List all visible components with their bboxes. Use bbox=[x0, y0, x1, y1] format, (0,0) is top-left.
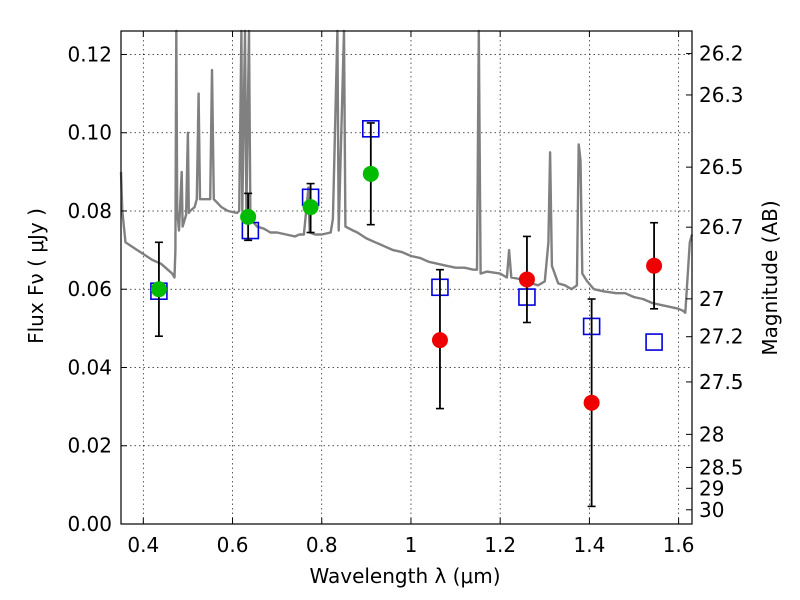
y-tick-label: 0.10 bbox=[67, 121, 112, 145]
x-tick-label: 1.2 bbox=[484, 533, 516, 557]
red-data-point bbox=[583, 394, 600, 411]
green-data-point bbox=[362, 165, 379, 182]
right-tick-label: 30 bbox=[699, 498, 724, 522]
x-tick-label: 1.6 bbox=[663, 533, 695, 557]
x-tick-label: 1 bbox=[405, 533, 418, 557]
model-spectrum-line bbox=[119, 29, 694, 314]
red-data-point bbox=[646, 257, 663, 274]
observed-photometry-layer bbox=[150, 122, 663, 508]
plot-frame bbox=[120, 30, 693, 525]
y-tick-label: 0.08 bbox=[67, 199, 112, 223]
model-photometry-layer bbox=[150, 120, 663, 351]
x-tick-label: 1.4 bbox=[573, 533, 605, 557]
y-tick-label: 0.04 bbox=[67, 355, 112, 379]
x-axis-label: Wavelength λ (μm) bbox=[309, 564, 500, 588]
y-axis-label: Flux Fν ( μJy ) bbox=[24, 208, 48, 344]
green-data-point bbox=[302, 199, 319, 216]
x-ticks: 0.4 0.6 0.8 1 1.2 1.4 1.6 bbox=[127, 31, 695, 557]
y-tick-label: 0.12 bbox=[67, 42, 112, 66]
right-tick-label: 27 bbox=[699, 287, 724, 311]
green-data-point bbox=[240, 208, 257, 225]
right-tick-label: 26.3 bbox=[699, 83, 744, 107]
y-tick-label: 0.02 bbox=[67, 434, 112, 458]
model-spectrum-layer bbox=[119, 29, 694, 314]
right-tick-label: 29 bbox=[699, 476, 724, 500]
model-photometry-box bbox=[645, 333, 663, 351]
grid-lines bbox=[121, 31, 692, 525]
right-axis-label: Magnitude (AB) bbox=[758, 200, 782, 355]
x-tick-label: 0.8 bbox=[306, 533, 338, 557]
y-ticks: 0.00 0.02 0.04 0.06 0.08 0.10 0.12 bbox=[67, 42, 127, 536]
right-tick-label: 27.2 bbox=[699, 325, 744, 349]
right-tick-label: 27.5 bbox=[699, 370, 744, 394]
right-tick-label: 26.5 bbox=[699, 155, 744, 179]
x-tick-label: 0.4 bbox=[127, 533, 159, 557]
red-data-point bbox=[518, 271, 535, 288]
green-data-point bbox=[150, 281, 167, 298]
right-tick-label: 26.7 bbox=[699, 215, 744, 239]
y-tick-label: 0.06 bbox=[67, 277, 112, 301]
x-tick-label: 0.6 bbox=[217, 533, 249, 557]
red-data-point bbox=[431, 332, 448, 349]
right-tick-label: 28.5 bbox=[699, 455, 744, 479]
right-tick-label: 26.2 bbox=[699, 42, 744, 66]
y-tick-label: 0.00 bbox=[67, 512, 112, 536]
right-tick-label: 28 bbox=[699, 422, 724, 446]
